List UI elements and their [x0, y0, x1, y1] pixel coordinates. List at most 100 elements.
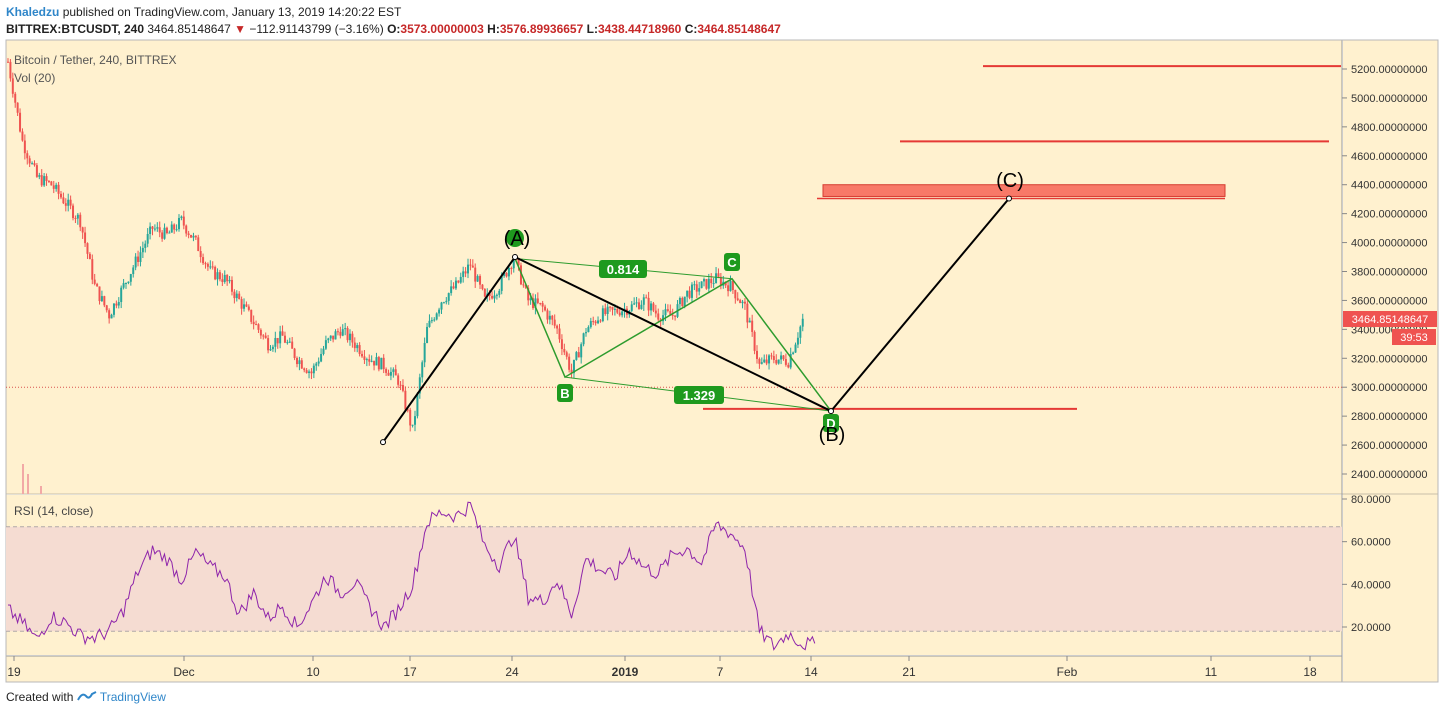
wave-path[interactable]: [382, 197, 1010, 443]
candle-body: [568, 356, 571, 370]
candle-body: [637, 302, 640, 309]
candle-body: [250, 309, 253, 322]
candle-body: [283, 335, 286, 343]
candle-body: [452, 286, 455, 289]
candle-body: [153, 228, 156, 230]
candle-body: [28, 158, 31, 164]
candle-body: [512, 258, 515, 269]
candle-body: [799, 326, 802, 338]
price-panel[interactable]: [6, 40, 1342, 494]
price-tick-label: 5000.00000000: [1351, 93, 1427, 105]
candle-body: [683, 296, 686, 307]
candle-body: [348, 333, 351, 341]
pattern-legs[interactable]: [514, 258, 832, 412]
ratio-xb-badge: [599, 260, 647, 278]
candle-body: [353, 342, 356, 349]
candle-body: [120, 287, 123, 303]
candle-body: [491, 295, 494, 299]
candle-body: [553, 319, 556, 326]
candle-body: [291, 341, 294, 349]
candle-body: [387, 372, 390, 376]
candle-body: [281, 331, 284, 336]
candle-body: [760, 362, 763, 364]
candle-body: [303, 368, 306, 371]
price-axis[interactable]: [1343, 40, 1438, 682]
candle-body: [276, 337, 279, 344]
candle-body: [300, 360, 303, 369]
candle-body: [129, 274, 132, 282]
candle-body: [454, 280, 457, 289]
rsi-line[interactable]: [7, 501, 816, 651]
candle-body: [440, 302, 443, 310]
candle-body: [765, 359, 768, 364]
candle-body: [599, 320, 602, 322]
candle-body: [317, 361, 320, 364]
candle-body: [322, 348, 325, 354]
candle-body: [69, 199, 72, 206]
candle-body: [394, 369, 397, 376]
change-value: −112.91143799 (−3.16%): [249, 22, 384, 36]
candle-body: [433, 319, 436, 321]
candle-body: [45, 176, 48, 181]
wave-point-3[interactable]: [1006, 195, 1012, 202]
price-tick-label: 4600.00000000: [1351, 151, 1427, 163]
candle-body: [630, 304, 633, 311]
candle-body: [572, 359, 575, 374]
candle-body: [597, 320, 600, 324]
candle-body: [618, 312, 621, 316]
time-axis[interactable]: [6, 656, 1342, 682]
candle-body: [780, 355, 783, 360]
candle-body: [748, 320, 751, 323]
candle-body: [777, 359, 780, 364]
candle-body: [546, 310, 549, 320]
candle-body: [645, 297, 648, 299]
candle-body: [450, 286, 453, 294]
candle-body: [86, 243, 89, 254]
candle-body: [332, 335, 335, 340]
time-tick-label: Dec: [173, 665, 194, 679]
candle-body: [117, 302, 120, 306]
tradingview-brand[interactable]: TradingView: [99, 690, 166, 704]
countdown-value: 39:53: [1400, 332, 1428, 344]
candle-body: [792, 352, 795, 355]
candle-body: [35, 165, 38, 177]
candle-body: [510, 268, 513, 270]
ohlc-line: BITTREX:BTCUSDT, 240 3464.85148647 ▼ −11…: [6, 22, 781, 36]
candle-body: [558, 328, 561, 340]
wave-point-0[interactable]: [380, 439, 386, 446]
candle-body: [585, 332, 587, 334]
candle-body: [479, 276, 482, 285]
candle-body: [62, 197, 65, 204]
candle-body: [570, 369, 573, 374]
candle-body: [286, 342, 289, 344]
candle-body: [79, 214, 82, 228]
candle-body: [21, 131, 24, 141]
candle-body: [524, 284, 527, 288]
candle-body: [671, 314, 674, 316]
candle-body: [23, 140, 26, 154]
candle-body: [621, 311, 624, 316]
candle-body: [279, 331, 282, 344]
author-link[interactable]: Khaledzu: [6, 5, 60, 19]
candle-body: [755, 350, 758, 359]
created-with-text: Created with: [6, 690, 74, 704]
candle-body: [686, 290, 689, 297]
wave-point-2[interactable]: [828, 408, 834, 415]
candle-body: [55, 184, 58, 189]
time-tick-label: Feb: [1057, 665, 1078, 679]
time-tick-label: 18: [1303, 665, 1317, 679]
candle-body: [177, 217, 180, 230]
candle-body: [418, 377, 421, 394]
wave-point-1[interactable]: [512, 254, 518, 261]
target-zone[interactable]: [822, 184, 1226, 197]
candle-body: [334, 331, 337, 340]
candle-body: [678, 298, 681, 305]
candle-body: [98, 286, 101, 302]
candle-body: [238, 293, 241, 299]
candle-body: [247, 306, 250, 310]
candle-body: [411, 424, 414, 426]
candle-body: [293, 348, 296, 358]
candle-body: [100, 296, 103, 302]
candle-body: [698, 288, 701, 292]
